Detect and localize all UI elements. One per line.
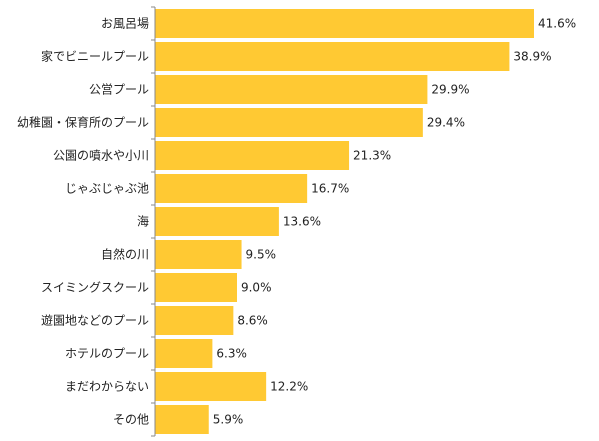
value-label: 8.6% [237, 314, 267, 328]
category-label: 公営プール [89, 83, 149, 97]
value-label: 6.3% [216, 347, 247, 361]
bar [155, 9, 534, 38]
bar [155, 372, 267, 401]
bar [155, 141, 350, 170]
bar [155, 75, 428, 104]
value-label: 38.9% [513, 50, 551, 64]
value-label: 9.5% [246, 248, 277, 262]
category-label: まだわからない [65, 380, 149, 394]
value-label: 29.9% [431, 83, 469, 97]
value-label: 41.6% [538, 17, 576, 31]
value-label: 21.3% [353, 149, 391, 163]
category-label: 海 [137, 214, 149, 229]
category-label: じゃぶじゃぶ池 [65, 182, 149, 196]
bar [155, 273, 237, 302]
category-label: ホテルのプール [65, 347, 149, 361]
value-label: 16.7% [311, 182, 349, 196]
category-label: 家でビニールプール [41, 49, 149, 64]
bar [155, 207, 279, 236]
category-label: 遊園地などのプール [41, 313, 149, 328]
bar [155, 339, 213, 368]
value-label: 13.6% [283, 215, 321, 229]
category-label: 幼稚園・保育所のプール [17, 115, 149, 130]
category-label: お風呂場 [101, 17, 149, 31]
value-label: 5.9% [213, 413, 244, 427]
category-label: スイミングスクール [41, 281, 149, 295]
category-label: 自然の川 [101, 247, 149, 262]
bar [155, 108, 423, 137]
category-label: その他 [113, 413, 149, 427]
bar [155, 42, 510, 71]
value-label: 12.2% [270, 380, 308, 394]
bar [155, 405, 209, 434]
bar [155, 240, 242, 269]
category-label: 公園の噴水や小川 [53, 149, 149, 163]
bar [155, 174, 308, 203]
bar [155, 306, 234, 335]
value-label: 9.0% [241, 281, 271, 295]
value-label: 29.4% [427, 116, 465, 130]
